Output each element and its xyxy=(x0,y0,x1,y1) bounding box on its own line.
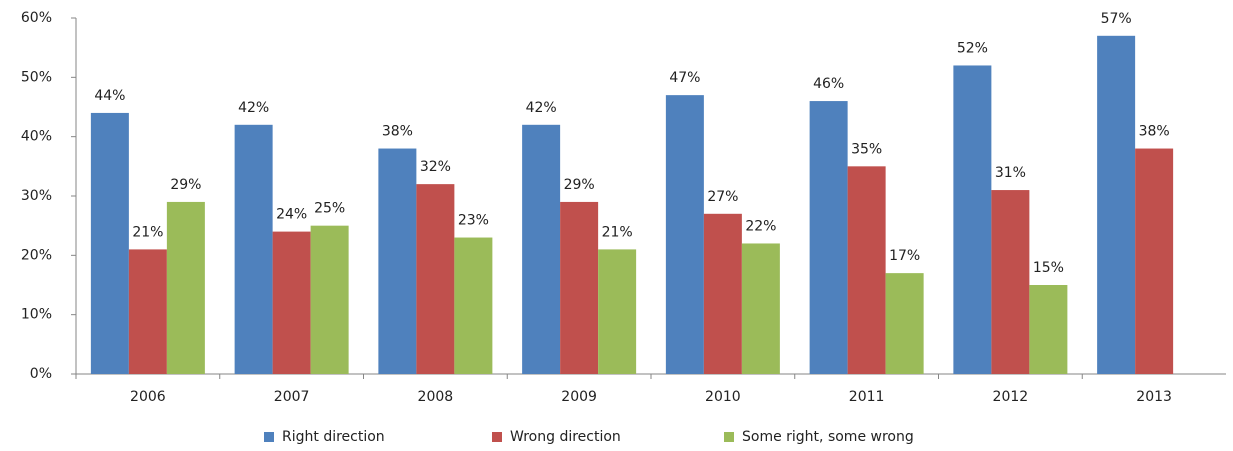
data-label: 22% xyxy=(745,218,776,234)
bar xyxy=(665,95,704,374)
data-label: 31% xyxy=(995,165,1026,181)
data-label: 38% xyxy=(1139,124,1170,140)
data-label: 42% xyxy=(526,100,557,116)
x-tick-label: 2011 xyxy=(849,389,885,405)
bar xyxy=(885,273,924,374)
bar xyxy=(598,249,637,374)
data-label: 21% xyxy=(132,224,163,240)
data-label: 23% xyxy=(458,213,489,229)
bar xyxy=(953,65,992,374)
data-label: 44% xyxy=(94,88,125,104)
bar xyxy=(1029,285,1068,374)
x-tick-label: 2012 xyxy=(993,389,1029,405)
data-label: 15% xyxy=(1033,260,1064,276)
data-label: 17% xyxy=(889,248,920,264)
bar xyxy=(1135,148,1174,374)
data-label: 29% xyxy=(170,177,201,193)
bar xyxy=(310,225,349,374)
data-label: 46% xyxy=(813,76,844,92)
bar xyxy=(378,148,417,374)
bar xyxy=(166,201,205,374)
bar xyxy=(1097,35,1136,375)
legend-label: Wrong direction xyxy=(510,429,621,445)
y-tick-label: 20% xyxy=(21,247,52,263)
bar xyxy=(454,237,493,374)
x-tick-label: 2013 xyxy=(1136,389,1172,405)
data-label: 32% xyxy=(420,159,451,175)
y-tick-label: 40% xyxy=(21,129,52,145)
data-label: 38% xyxy=(382,124,413,140)
data-label: 57% xyxy=(1101,11,1132,27)
x-tick-label: 2009 xyxy=(561,389,597,405)
y-tick-label: 0% xyxy=(30,366,52,382)
x-tick-label: 2010 xyxy=(705,389,741,405)
bar xyxy=(90,112,129,374)
y-tick-label: 50% xyxy=(21,69,52,85)
data-label: 25% xyxy=(314,201,345,217)
bar xyxy=(703,213,742,374)
data-label: 42% xyxy=(238,100,269,116)
data-label: 29% xyxy=(564,177,595,193)
x-tick-label: 2008 xyxy=(418,389,454,405)
x-tick-label: 2007 xyxy=(274,389,310,405)
data-label: 24% xyxy=(276,207,307,223)
legend-label: Some right, some wrong xyxy=(742,429,914,445)
bar xyxy=(272,231,311,374)
bar xyxy=(847,166,886,374)
data-label: 47% xyxy=(669,70,700,86)
bar xyxy=(234,124,273,374)
bar xyxy=(809,101,848,375)
y-tick-label: 10% xyxy=(21,307,52,323)
data-label: 27% xyxy=(707,189,738,205)
data-label: 35% xyxy=(851,141,882,157)
y-tick-label: 60% xyxy=(21,10,52,26)
x-tick-label: 2006 xyxy=(130,389,166,405)
legend-swatch xyxy=(492,432,502,442)
legend-swatch xyxy=(264,432,274,442)
legend-swatch xyxy=(724,432,734,442)
bar xyxy=(522,124,561,374)
legend-label: Right direction xyxy=(282,429,385,445)
data-label: 21% xyxy=(602,224,633,240)
bar xyxy=(128,249,167,374)
data-label: 52% xyxy=(957,40,988,56)
bar xyxy=(416,184,455,374)
bar xyxy=(991,190,1030,374)
bar xyxy=(560,201,599,374)
bar xyxy=(741,243,780,374)
y-tick-label: 30% xyxy=(21,188,52,204)
